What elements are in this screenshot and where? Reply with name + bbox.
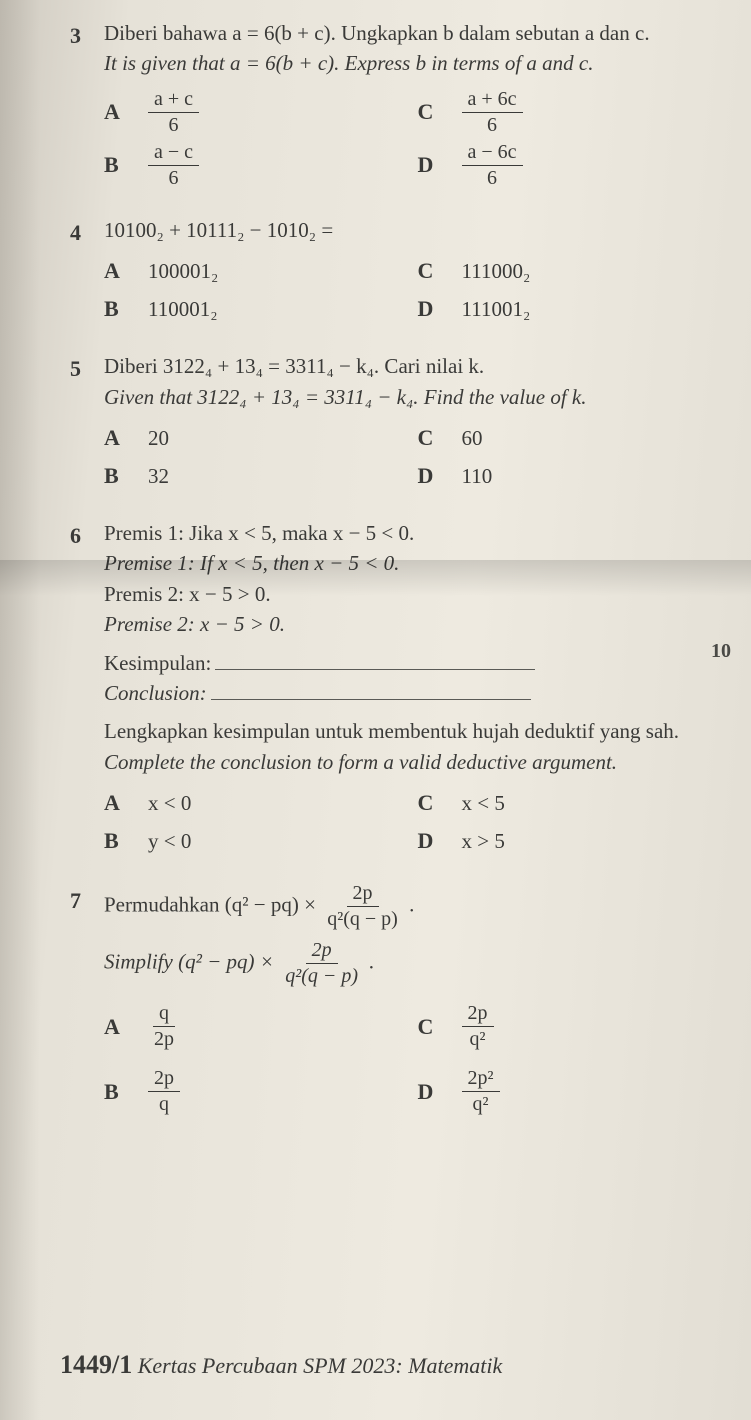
q4-opt-D[interactable]: D 111001₂ bbox=[418, 293, 712, 325]
q6-opt-C[interactable]: Cx < 5 bbox=[418, 787, 712, 819]
q3-text-en: It is given that a = 6(b + c). Express b… bbox=[104, 48, 711, 78]
q5-opt-C[interactable]: C60 bbox=[418, 422, 712, 454]
exam-page: 3 Diberi bahawa a = 6(b + c). Ungkapkan … bbox=[0, 0, 751, 1420]
fraction: a + 6c 6 bbox=[462, 89, 523, 136]
fraction: a − c 6 bbox=[148, 142, 199, 189]
blank-line bbox=[211, 678, 531, 700]
q3-opt-A[interactable]: A a + c 6 bbox=[104, 89, 398, 136]
qbody: Diberi 3122₄ + 13₄ = 3311₄ − k₄. Cari ni… bbox=[104, 351, 711, 492]
q7-line-en: Simplify (q² − pq) × 2p q²(q − p) . bbox=[104, 940, 711, 987]
opt-letter: D bbox=[418, 149, 444, 181]
margin-mark-10: 10 bbox=[711, 640, 731, 663]
fraction: 2p q²(q − p) bbox=[279, 940, 364, 987]
q4-options: A 100001₂ C 111000₂ B 110001₂ D 111001₂ bbox=[104, 255, 711, 325]
q3-opt-B[interactable]: B a − c 6 bbox=[104, 142, 398, 189]
q5-opt-A[interactable]: A20 bbox=[104, 422, 398, 454]
q7-opt-D[interactable]: D 2p²q² bbox=[418, 1068, 712, 1115]
question-7: 7 Permudahkan (q² − pq) × 2p q²(q − p) .… bbox=[70, 883, 711, 1115]
q6-p2-en: Premise 2: x − 5 > 0. bbox=[104, 609, 711, 639]
q4-expr: 10100₂ + 10111₂ − 1010₂ = bbox=[104, 215, 711, 245]
question-4: 4 10100₂ + 10111₂ − 1010₂ = A 100001₂ C … bbox=[70, 215, 711, 325]
q5-text-en: Given that 3122₄ + 13₄ = 3311₄ − k₄. Fin… bbox=[104, 382, 711, 412]
q6-p2-ms: Premis 2: x − 5 > 0. bbox=[104, 579, 711, 609]
q6-p1-en: Premise 1: If x < 5, then x − 5 < 0. bbox=[104, 548, 711, 578]
qnum: 6 bbox=[70, 518, 104, 857]
fraction: a + c 6 bbox=[148, 89, 199, 136]
qbody: Permudahkan (q² − pq) × 2p q²(q − p) . S… bbox=[104, 883, 711, 1115]
q7-opt-B[interactable]: B 2pq bbox=[104, 1068, 398, 1115]
q5-options: A20 C60 B32 D110 bbox=[104, 422, 711, 492]
q6-p1-ms: Premis 1: Jika x < 5, maka x − 5 < 0. bbox=[104, 518, 711, 548]
q3-text-ms: Diberi bahawa a = 6(b + c). Ungkapkan b … bbox=[104, 18, 711, 48]
q7-opt-A[interactable]: A q2p bbox=[104, 1003, 398, 1050]
q5-opt-D[interactable]: D110 bbox=[418, 460, 712, 492]
question-5: 5 Diberi 3122₄ + 13₄ = 3311₄ − k₄. Cari … bbox=[70, 351, 711, 492]
qbody: Premis 1: Jika x < 5, maka x − 5 < 0. Pr… bbox=[104, 518, 711, 857]
q4-opt-C[interactable]: C 111000₂ bbox=[418, 255, 712, 287]
fraction: a − 6c 6 bbox=[462, 142, 523, 189]
opt-letter: B bbox=[104, 149, 130, 181]
q5-text-ms: Diberi 3122₄ + 13₄ = 3311₄ − k₄. Cari ni… bbox=[104, 351, 711, 381]
blank-line bbox=[215, 648, 535, 670]
q6-con-row: Conclusion: bbox=[104, 678, 711, 708]
q6-kes-row: Kesimpulan: bbox=[104, 648, 711, 678]
qnum: 5 bbox=[70, 351, 104, 492]
qbody: 10100₂ + 10111₂ − 1010₂ = A 100001₂ C 11… bbox=[104, 215, 711, 325]
opt-letter: A bbox=[104, 96, 130, 128]
q6-inst-en: Complete the conclusion to form a valid … bbox=[104, 747, 711, 777]
q3-options: A a + c 6 C a + 6c 6 B a − c bbox=[104, 89, 711, 189]
page-footer: 1449/1 Kertas Percubaan SPM 2023: Matema… bbox=[60, 1350, 711, 1380]
q7-options: A q2p C 2pq² B 2pq D 2p²q² bbox=[104, 1003, 711, 1115]
q3-opt-D[interactable]: D a − 6c 6 bbox=[418, 142, 712, 189]
qnum: 7 bbox=[70, 883, 104, 1115]
qnum: 4 bbox=[70, 215, 104, 325]
qbody: Diberi bahawa a = 6(b + c). Ungkapkan b … bbox=[104, 18, 711, 189]
q5-opt-B[interactable]: B32 bbox=[104, 460, 398, 492]
q7-opt-C[interactable]: C 2pq² bbox=[418, 1003, 712, 1050]
question-3: 3 Diberi bahawa a = 6(b + c). Ungkapkan … bbox=[70, 18, 711, 189]
q4-opt-A[interactable]: A 100001₂ bbox=[104, 255, 398, 287]
q6-opt-D[interactable]: Dx > 5 bbox=[418, 825, 712, 857]
q6-options: Ax < 0 Cx < 5 By < 0 Dx > 5 bbox=[104, 787, 711, 857]
qnum: 3 bbox=[70, 18, 104, 189]
fraction: 2p q²(q − p) bbox=[321, 883, 404, 930]
q6-inst-ms: Lengkapkan kesimpulan untuk membentuk hu… bbox=[104, 716, 711, 746]
opt-letter: C bbox=[418, 96, 444, 128]
q3-opt-C[interactable]: C a + 6c 6 bbox=[418, 89, 712, 136]
question-6: 6 Premis 1: Jika x < 5, maka x − 5 < 0. … bbox=[70, 518, 711, 857]
q7-line-ms: Permudahkan (q² − pq) × 2p q²(q − p) . bbox=[104, 883, 711, 930]
paper-code: 1449/1 bbox=[60, 1350, 132, 1379]
q6-opt-A[interactable]: Ax < 0 bbox=[104, 787, 398, 819]
q4-opt-B[interactable]: B 110001₂ bbox=[104, 293, 398, 325]
footer-text: Kertas Percubaan SPM 2023: Matematik bbox=[138, 1353, 503, 1378]
q6-opt-B[interactable]: By < 0 bbox=[104, 825, 398, 857]
